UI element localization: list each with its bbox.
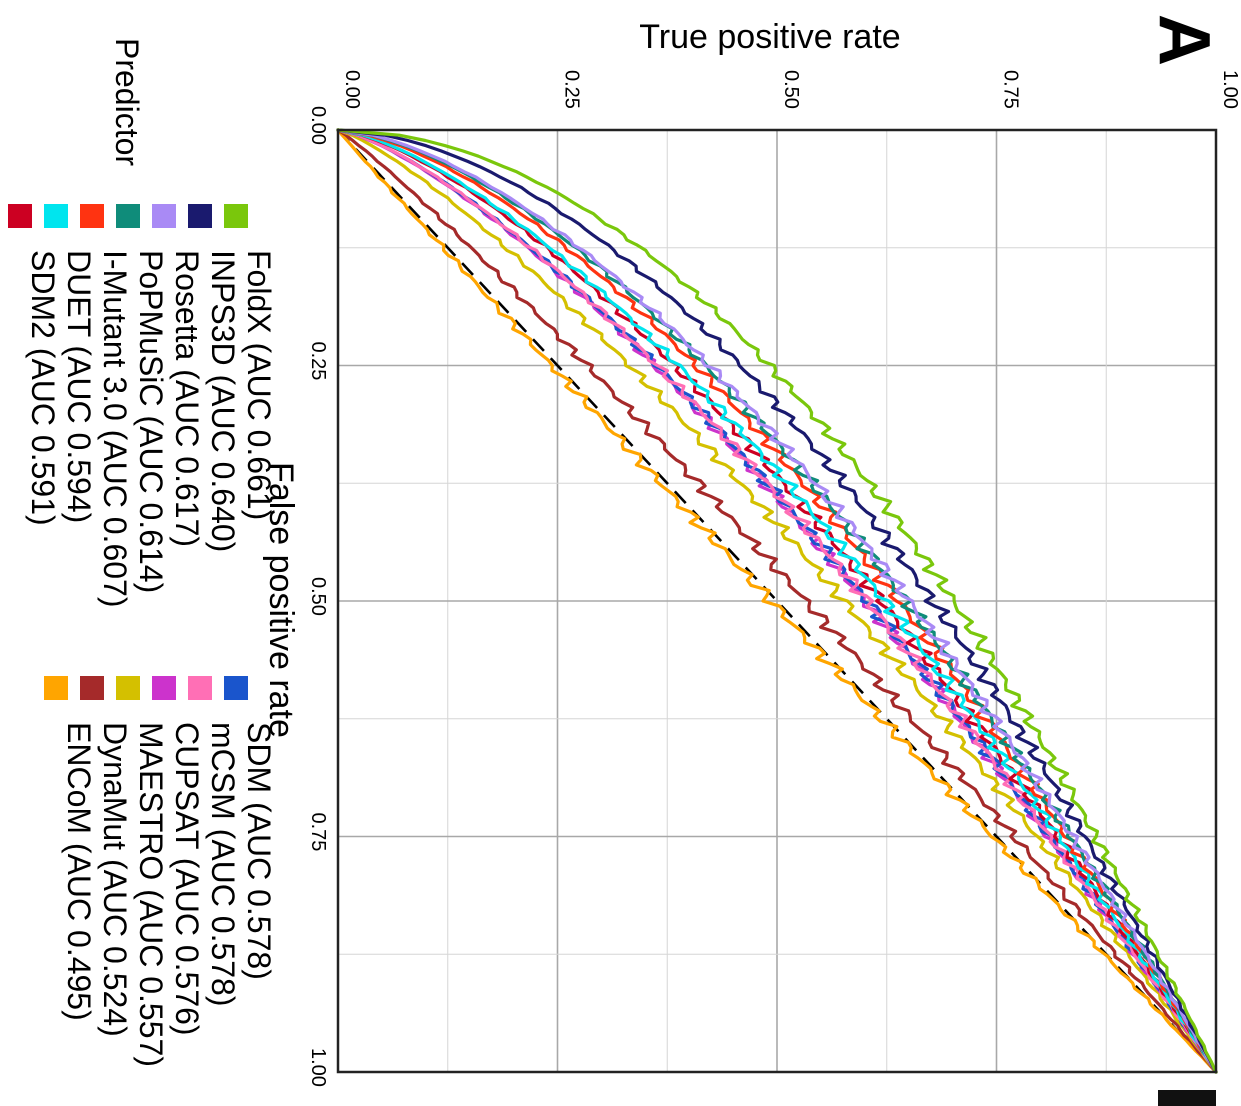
fpr-tick-label: 0.50 xyxy=(307,577,329,616)
fpr-tick-label: 1.00 xyxy=(307,1048,329,1087)
legend-swatch xyxy=(188,204,212,228)
roc-curve-foldx xyxy=(336,128,1218,1074)
y-axis-title: True positive rate xyxy=(639,18,900,56)
fpr-tick-label: 0.25 xyxy=(307,342,329,381)
legend-label: FoldX (AUC 0.661) xyxy=(241,250,277,520)
tpr-tick-label: 0.25 xyxy=(561,70,583,109)
legend-label: INPS3D (AUC 0.640) xyxy=(205,250,241,552)
axis-titles: True positive rate False positive rate xyxy=(262,18,901,738)
legend-label: Rosetta (AUC 0.617) xyxy=(169,250,205,547)
legend-label: MAESTRO (AUC 0.557) xyxy=(133,722,169,1067)
x-axis-title: False positive rate xyxy=(262,462,300,738)
tpr-tick-label: 0.00 xyxy=(341,70,363,109)
legend-swatch xyxy=(152,676,176,700)
legend-swatch xyxy=(116,204,140,228)
legend-swatch xyxy=(44,676,68,700)
legend-label: mCSM (AUC 0.578) xyxy=(205,722,241,1007)
panel-label: A xyxy=(1144,14,1224,66)
roc-curve-dynamut xyxy=(336,128,1218,1074)
roc-curve-encom xyxy=(336,128,1218,1074)
legend-label: I-Mutant 3.0 (AUC 0.607) xyxy=(97,250,133,607)
legend-title: Predictor xyxy=(109,38,145,166)
legend-swatch xyxy=(80,204,104,228)
legend-swatch xyxy=(44,204,68,228)
legend-label: DynaMut (AUC 0.524) xyxy=(97,722,133,1037)
reference-diagonal xyxy=(337,129,1217,1073)
roc-curve-maestro xyxy=(336,128,1218,1074)
legend-swatch xyxy=(116,676,140,700)
tpr-tick-label: 0.50 xyxy=(780,70,802,109)
legend: Predictor FoldX (AUC 0.661)INPS3D (AUC 0.… xyxy=(8,38,277,1067)
clipped-panel-label-fragment xyxy=(1158,1090,1216,1106)
legend-label: SDM2 (AUC 0.591) xyxy=(25,250,61,526)
legend-label: CUPSAT (AUC 0.576) xyxy=(169,722,205,1036)
legend-swatch xyxy=(80,676,104,700)
tpr-tick-label: 0.75 xyxy=(1000,70,1022,109)
legend-swatch xyxy=(8,204,32,228)
tpr-tick-label: 1.00 xyxy=(1219,70,1241,109)
panel-label-group: A xyxy=(1144,14,1224,1106)
fpr-tick-label: 0.75 xyxy=(307,813,329,852)
roc-curve-inps3d xyxy=(336,128,1218,1074)
tick-labels: 0.00 0.25 0.50 0.75 1.00 0.00 0.25 0.50 0.75 1.00 xyxy=(307,70,1241,1087)
legend-label: DUET (AUC 0.594) xyxy=(61,250,97,523)
roc-curve-rosetta xyxy=(336,128,1218,1074)
plot-border xyxy=(336,128,1218,1074)
roc-curve-duet xyxy=(336,128,1218,1074)
legend-label: SDM (AUC 0.578) xyxy=(241,722,277,980)
chance-diagonal xyxy=(337,129,1217,1073)
legend-swatch xyxy=(152,204,176,228)
legend-swatch xyxy=(224,676,248,700)
fpr-tick-label: 0.00 xyxy=(307,106,329,145)
legend-label: PoPMuSiC (AUC 0.614) xyxy=(133,250,169,593)
legend-swatch xyxy=(188,676,212,700)
legend-label: ENCoM (AUC 0.495) xyxy=(61,722,97,1021)
roc-curves xyxy=(336,128,1218,1074)
legend-swatch xyxy=(224,204,248,228)
